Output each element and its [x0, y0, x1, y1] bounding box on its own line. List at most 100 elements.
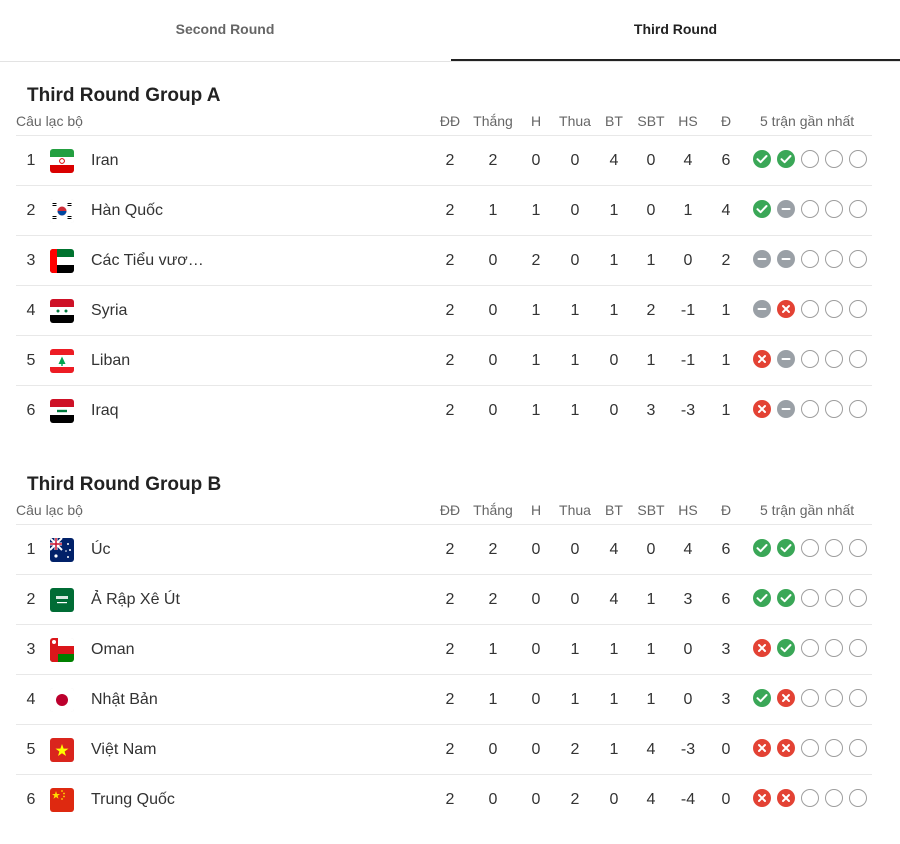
loss-icon[interactable]	[777, 689, 795, 707]
empty-result-icon[interactable]	[825, 789, 843, 807]
empty-result-icon[interactable]	[801, 300, 819, 318]
win-icon[interactable]	[753, 589, 771, 607]
empty-result-icon[interactable]	[849, 539, 867, 557]
empty-result-icon[interactable]	[825, 539, 843, 557]
header-ga: SBT	[637, 113, 665, 129]
win-icon[interactable]	[777, 150, 795, 168]
table-row[interactable]: 5 Liban 2 0 1 1 0 1 -1 1	[16, 335, 872, 385]
team-name[interactable]: Oman	[91, 641, 135, 658]
header-form: 5 trận gần nhất	[760, 113, 855, 129]
loss-icon[interactable]	[777, 300, 795, 318]
stat-pts: 1	[721, 402, 731, 419]
team-name[interactable]: Iraq	[91, 402, 119, 419]
stat-lost: 1	[570, 691, 580, 708]
empty-result-icon[interactable]	[825, 639, 843, 657]
stat-drawn: 1	[531, 202, 541, 219]
empty-result-icon[interactable]	[801, 200, 819, 218]
empty-result-icon[interactable]	[825, 250, 843, 268]
loss-icon[interactable]	[753, 789, 771, 807]
empty-result-icon[interactable]	[849, 350, 867, 368]
table-row[interactable]: 4 Nhật Bản 2 1 0 1 1 1 0 3	[16, 674, 872, 724]
empty-result-icon[interactable]	[849, 789, 867, 807]
loss-icon[interactable]	[777, 789, 795, 807]
empty-result-icon[interactable]	[801, 400, 819, 418]
tab-third-round[interactable]: Third Round	[451, 0, 900, 61]
team-name[interactable]: Iran	[91, 152, 119, 169]
empty-result-icon[interactable]	[825, 350, 843, 368]
draw-icon[interactable]	[753, 300, 771, 318]
stat-drawn: 1	[531, 352, 541, 369]
table-row[interactable]: 4 Syria 2 0 1 1 1 2 -1 1	[16, 285, 872, 335]
empty-result-icon[interactable]	[849, 300, 867, 318]
win-icon[interactable]	[777, 589, 795, 607]
empty-result-icon[interactable]	[849, 250, 867, 268]
win-icon[interactable]	[753, 150, 771, 168]
loss-icon[interactable]	[753, 739, 771, 757]
stat-played: 2	[445, 591, 455, 608]
team-name[interactable]: Syria	[91, 302, 128, 319]
team-name[interactable]: Úc	[91, 541, 111, 558]
table-row[interactable]: 3 Oman 2 1 0 1 1 1 0 3	[16, 624, 872, 674]
table-row[interactable]: 5 Việt Nam 2 0 0 2 1 4 -3 0	[16, 724, 872, 774]
empty-result-icon[interactable]	[825, 200, 843, 218]
team-name[interactable]: Trung Quốc	[91, 791, 175, 808]
table-row[interactable]: 2 Ả Rập Xê Út 2 2 0 0 4 1 3 6	[16, 574, 872, 624]
loss-icon[interactable]	[753, 639, 771, 657]
empty-result-icon[interactable]	[849, 689, 867, 707]
win-icon[interactable]	[753, 539, 771, 557]
team-name[interactable]: Hàn Quốc	[91, 202, 164, 219]
loss-icon[interactable]	[753, 400, 771, 418]
header-drawn: H	[530, 113, 542, 129]
draw-icon[interactable]	[753, 250, 771, 268]
empty-result-icon[interactable]	[849, 400, 867, 418]
empty-result-icon[interactable]	[849, 150, 867, 168]
empty-result-icon[interactable]	[825, 689, 843, 707]
header-gf: BT	[605, 113, 623, 129]
win-icon[interactable]	[753, 689, 771, 707]
team-name[interactable]: Việt Nam	[91, 741, 157, 758]
table-row[interactable]: 6 Trung Quốc 2 0 0 2 0 4 -4 0	[16, 774, 872, 824]
win-icon[interactable]	[777, 639, 795, 657]
empty-result-icon[interactable]	[825, 589, 843, 607]
table-row[interactable]: 1 Úc 2 2 0 0 4 0 4 6	[16, 524, 872, 574]
team-name[interactable]: Liban	[91, 352, 131, 369]
empty-result-icon[interactable]	[801, 689, 819, 707]
empty-result-icon[interactable]	[801, 539, 819, 557]
empty-result-icon[interactable]	[825, 400, 843, 418]
draw-icon[interactable]	[777, 250, 795, 268]
team-name[interactable]: Ả Rập Xê Út	[91, 591, 180, 608]
header-gd: HS	[678, 113, 698, 129]
table-row[interactable]: 1 Iran 2 2 0 0 4 0 4 6	[16, 135, 872, 185]
empty-result-icon[interactable]	[801, 639, 819, 657]
empty-result-icon[interactable]	[849, 589, 867, 607]
empty-result-icon[interactable]	[849, 739, 867, 757]
loss-icon[interactable]	[777, 739, 795, 757]
tab-second-round[interactable]: Second Round	[175, 21, 275, 37]
empty-result-icon[interactable]	[801, 789, 819, 807]
empty-result-icon[interactable]	[825, 150, 843, 168]
empty-result-icon[interactable]	[849, 200, 867, 218]
draw-icon[interactable]	[777, 350, 795, 368]
empty-result-icon[interactable]	[801, 739, 819, 757]
table-row[interactable]: 6 Iraq 2 0 1 1 0 3 -3 1	[16, 385, 872, 435]
team-name[interactable]: Các Tiểu vươ…	[91, 252, 204, 269]
empty-result-icon[interactable]	[825, 739, 843, 757]
win-icon[interactable]	[753, 200, 771, 218]
stat-lost: 0	[570, 202, 580, 219]
empty-result-icon[interactable]	[801, 250, 819, 268]
table-row[interactable]: 2 Hàn Quốc 2 1 1 0 1 0 1 4	[16, 185, 872, 235]
empty-result-icon[interactable]	[801, 150, 819, 168]
empty-result-icon[interactable]	[849, 639, 867, 657]
table-row[interactable]: 3 Các Tiểu vươ… 2 0 2 0 1 1 0 2	[16, 235, 872, 285]
team-name[interactable]: Nhật Bản	[91, 691, 158, 708]
empty-result-icon[interactable]	[801, 589, 819, 607]
empty-result-icon[interactable]	[801, 350, 819, 368]
header-won: Thắng	[473, 502, 513, 518]
stat-ga: 0	[646, 202, 656, 219]
header-ga: SBT	[637, 502, 665, 518]
loss-icon[interactable]	[753, 350, 771, 368]
draw-icon[interactable]	[777, 400, 795, 418]
draw-icon[interactable]	[777, 200, 795, 218]
win-icon[interactable]	[777, 539, 795, 557]
empty-result-icon[interactable]	[825, 300, 843, 318]
